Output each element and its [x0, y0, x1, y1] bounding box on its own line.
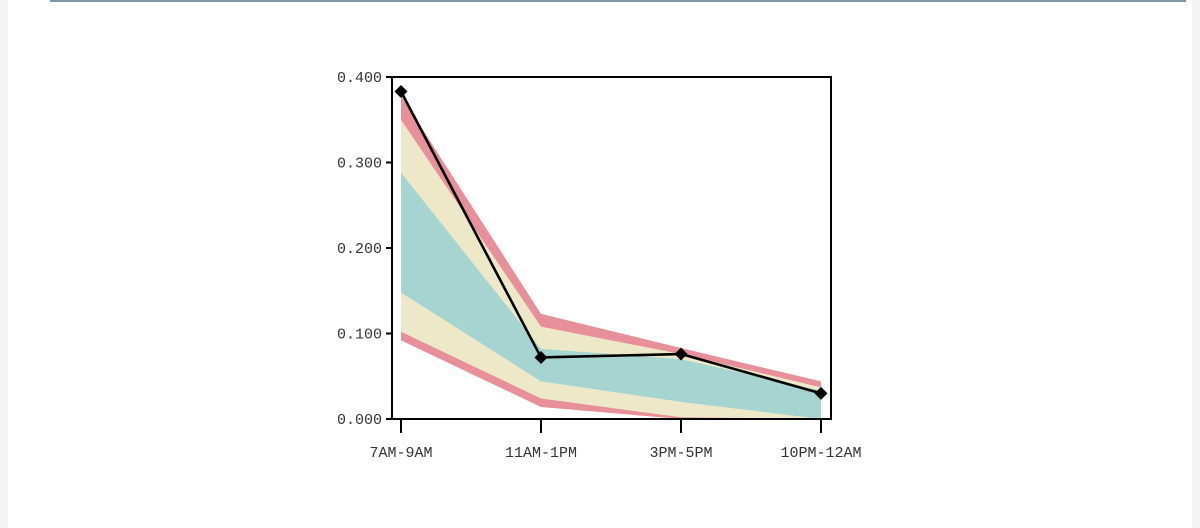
data-point-3PM-5PM: [674, 347, 688, 361]
series-line-1: [399, 90, 822, 395]
data-point-7AM-9AM: [394, 85, 408, 99]
y-tick-label: 0.000: [337, 412, 382, 429]
y-tick-label: 0.300: [337, 156, 382, 173]
x-tick-label: 3PM-5PM: [649, 445, 712, 462]
x-tick-label: 7AM-9AM: [369, 445, 432, 462]
page-panel: [8, 0, 1192, 528]
y-tick-label: 0.400: [337, 70, 382, 87]
axes-layer: 0.000 0.100 0.200 0.300 0.400 7AM-9AM 11AM-1PM…: [337, 70, 862, 462]
y-tick-label: 0.100: [337, 327, 382, 344]
data-point-10PM-12AM: [814, 386, 828, 400]
band-3: [401, 172, 821, 419]
x-tick-label: 10PM-12AM: [780, 445, 861, 462]
x-tick-label: 11AM-1PM: [505, 445, 577, 462]
y-tick-label: 0.200: [337, 241, 382, 258]
data-point-11AM-1PM: [534, 350, 548, 364]
series-layer: [394, 85, 828, 400]
top-divider: [50, 0, 1186, 2]
bands-layer: [401, 95, 821, 419]
